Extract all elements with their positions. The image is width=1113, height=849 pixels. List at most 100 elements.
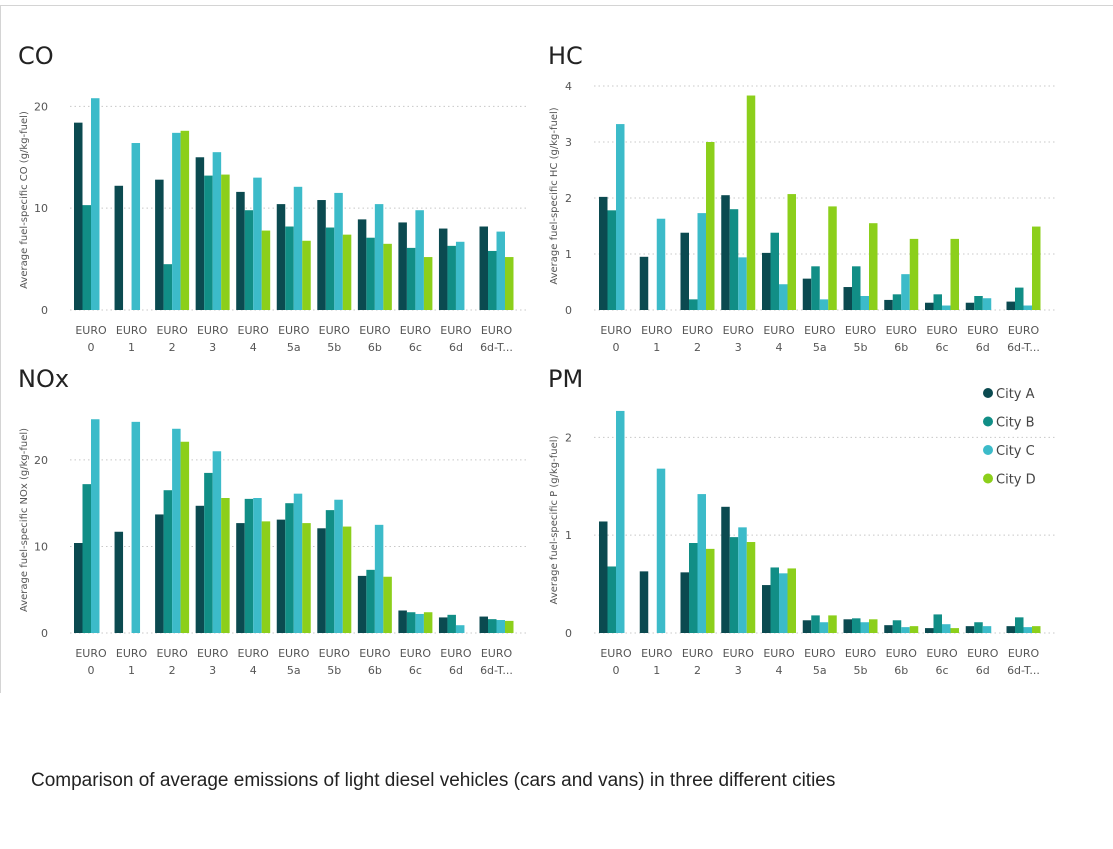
nox-bar-city-c <box>496 620 505 633</box>
hc-y-tick-label: 3 <box>565 136 572 149</box>
legend-label: City B <box>996 416 1035 431</box>
nox-bar-city-c <box>374 524 384 633</box>
nox-bar-city-a <box>317 528 326 633</box>
pm-x-tick-label: EURO <box>845 647 877 660</box>
hc-bar-city-b <box>689 299 698 310</box>
hc-x-tick-label: 5b <box>854 341 868 354</box>
pm-x-tick-label: 0 <box>613 664 620 677</box>
pm-bar-city-c <box>1023 627 1032 633</box>
nox-x-tick-label: 3 <box>209 664 216 677</box>
hc-bar-city-c <box>738 257 747 310</box>
co-bar-city-c <box>91 98 100 310</box>
pm-x-tick-label: 4 <box>776 664 783 677</box>
hc-bar-city-b <box>974 296 983 310</box>
co-bar-city-a <box>236 191 245 310</box>
nox-x-tick-label: 6d <box>449 664 463 677</box>
co-x-tick-label: 6d <box>449 341 463 354</box>
legend-marker-city-d <box>983 473 993 484</box>
hc-bar-city-c <box>901 274 910 310</box>
pm-x-tick-label: EURO <box>967 647 999 660</box>
hc-x-tick-label: 3 <box>735 341 742 354</box>
hc-x-tick-label: 5a <box>813 341 827 354</box>
hc-y-axis-label: Average fuel-specific HC (g/kg-fuel) <box>549 107 560 284</box>
co-bar-city-c <box>131 143 141 310</box>
hc-x-tick-label: EURO <box>804 324 836 337</box>
co-chart-title: CO <box>18 42 54 70</box>
pm-chart: PM Average fuel-specific P (g/kg-fuel) 0 1 2… <box>548 365 1056 677</box>
nox-bar-city-c <box>91 419 100 633</box>
hc-x-tick-label: EURO <box>641 324 673 337</box>
nox-bar-city-c <box>172 428 181 633</box>
pm-bar-city-b <box>974 622 983 633</box>
co-bar-city-b <box>163 264 173 310</box>
co-x-tick-label: 0 <box>88 341 95 354</box>
legend-label: City A <box>996 387 1035 402</box>
co-bar-city-b <box>406 247 416 310</box>
nox-bar-city-b <box>244 498 254 633</box>
pm-bar-city-d <box>909 626 919 633</box>
nox-x-tick-label: EURO <box>238 647 270 660</box>
co-x-tick-label: EURO <box>400 324 432 337</box>
pm-bar-city-c <box>697 494 706 633</box>
legend-label: City C <box>996 444 1035 459</box>
co-bar-city-d <box>423 257 433 310</box>
pm-bar-city-b <box>607 566 616 633</box>
nox-x-tick-label: 6c <box>409 664 422 677</box>
hc-bar-city-b <box>933 294 942 310</box>
nox-bar-city-c <box>334 499 343 633</box>
pm-bar-city-d <box>869 619 878 633</box>
hc-x-tick-label: 1 <box>653 341 660 354</box>
hc-bar-city-c <box>697 213 706 310</box>
nox-bar-city-c <box>415 613 424 633</box>
co-bar-city-b <box>488 250 497 310</box>
pm-bar-city-a <box>843 619 852 633</box>
pm-bar-city-c <box>738 527 747 633</box>
nox-chart: NOx Average fuel-specific NOx (g/kg-fuel)… <box>18 365 526 677</box>
nox-x-tick-label: 4 <box>250 664 257 677</box>
hc-bar-city-c <box>616 124 625 310</box>
nox-bar-city-a <box>357 575 367 633</box>
co-bar-city-a <box>357 219 367 310</box>
hc-bar-city-b <box>1015 287 1024 310</box>
nox-x-tick-label: EURO <box>359 647 391 660</box>
nox-bar-city-a <box>438 617 448 633</box>
pm-x-tick-label: 6b <box>894 664 908 677</box>
nox-bar-city-c <box>131 421 141 633</box>
co-x-tick-label: EURO <box>359 324 391 337</box>
nox-x-tick-label: EURO <box>481 647 513 660</box>
nox-x-tick-label: 1 <box>128 664 135 677</box>
co-bar-city-c <box>496 231 505 310</box>
co-bar-city-b <box>325 227 335 310</box>
nox-x-tick-label: 5b <box>327 664 341 677</box>
pm-y-tick-label: 1 <box>565 529 572 542</box>
hc-x-tick-label: EURO <box>763 324 795 337</box>
nox-bar-city-d <box>342 526 352 633</box>
hc-bar-city-b <box>852 266 861 310</box>
co-bar-city-d <box>505 257 514 310</box>
nox-x-tick-label: EURO <box>75 647 107 660</box>
pm-bar-city-a <box>1006 626 1015 633</box>
pm-bar-city-d <box>787 568 796 633</box>
nox-bar-city-b <box>82 484 91 633</box>
hc-bar-city-c <box>779 284 788 310</box>
pm-bar-city-d <box>950 628 959 633</box>
co-bar-city-c <box>212 152 222 310</box>
hc-bar-city-d <box>787 194 796 310</box>
hc-bar-city-a <box>762 252 771 310</box>
co-bar-city-a <box>438 228 448 310</box>
pm-bar-city-c <box>819 622 829 633</box>
co-bar-city-c <box>455 241 465 310</box>
pm-bar-city-b <box>689 543 698 633</box>
pm-x-tick-label: EURO <box>641 647 673 660</box>
hc-bar-city-b <box>729 209 739 310</box>
pm-bar-city-a <box>802 620 812 633</box>
pm-bar-city-c <box>656 468 666 633</box>
nox-bar-city-a <box>74 543 83 633</box>
hc-bar-city-a <box>599 196 608 310</box>
nox-bar-city-d <box>383 576 392 633</box>
pm-bar-city-a <box>721 506 730 633</box>
nox-x-tick-label: 6b <box>368 664 382 677</box>
nox-bar-city-c <box>212 451 222 633</box>
co-bar-city-d <box>302 240 311 310</box>
nox-bar-city-d <box>261 521 271 633</box>
